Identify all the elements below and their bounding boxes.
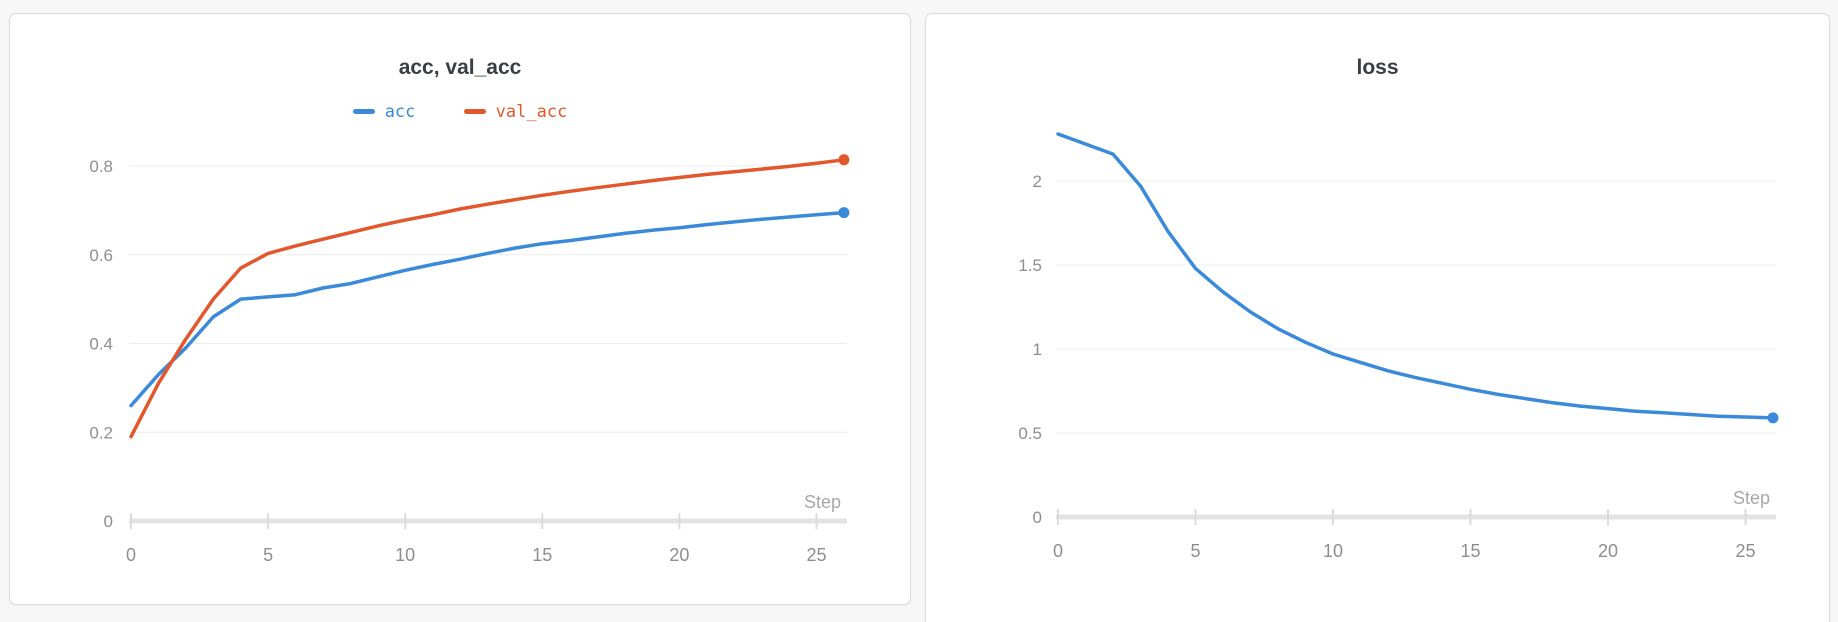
legend-dash-val-acc-icon [463,109,486,114]
x-tick-label: 0 [126,545,136,565]
x-tick-label: 5 [1190,541,1200,561]
series-endpoint-acc [838,207,850,219]
x-tick-label: 25 [1735,541,1755,561]
legend-label-val-acc: val_acc [495,102,568,122]
x-tick-label: 15 [1460,541,1480,561]
x-tick-label: 20 [1598,541,1618,561]
legend-dash-acc-icon [352,109,375,114]
y-tick-label: 0.6 [89,246,113,265]
x-tick-label: 10 [1323,541,1343,561]
panel-loss[interactable]: loss 0 0.5 1 1.5 2 0 5 10 15 20 25 Step [925,13,1830,622]
y-tick-label: 0.4 [89,335,113,354]
y-tick-label: 0.2 [89,423,113,442]
chart-legend: acc val_acc [10,100,910,124]
y-tick-label: 1.5 [1018,256,1042,275]
accuracy-chart-plot[interactable]: 0 0.2 0.4 0.6 0.8 0 5 10 15 20 25 Step [10,14,910,604]
x-tick-label: 5 [263,545,273,565]
legend-item-acc[interactable]: acc [352,100,416,124]
series-endpoint-loss [1767,412,1779,424]
x-tick-label: 20 [669,545,689,565]
x-axis-title: Step [1733,488,1770,508]
series-line-loss[interactable] [1056,132,1775,420]
y-tick-label: 0.8 [89,157,113,176]
y-tick-label: 0 [104,512,113,531]
x-tick-label: 25 [806,545,826,565]
series-line-val_acc[interactable] [129,158,846,439]
y-tick-label: 0 [1033,508,1042,527]
y-tick-label: 1 [1033,340,1042,359]
chart-title-accuracy: acc, val_acc [398,56,522,79]
x-tick-label: 10 [395,545,415,565]
x-tick-label: 0 [1053,541,1063,561]
series-line-acc[interactable] [129,210,846,408]
legend-label-acc: acc [384,102,416,122]
panel-accuracy[interactable]: acc, val_acc acc val_acc 0 0.2 0.4 0.6 0.8 0 5… [9,13,911,605]
legend-item-val-acc[interactable]: val_acc [463,100,568,124]
x-tick-label: 15 [532,545,552,565]
chart-title-loss: loss [1356,56,1399,79]
series-endpoint-val_acc [838,154,850,166]
y-tick-label: 0.5 [1018,424,1042,443]
y-tick-label: 2 [1033,172,1042,191]
x-axis-title: Step [804,492,841,512]
